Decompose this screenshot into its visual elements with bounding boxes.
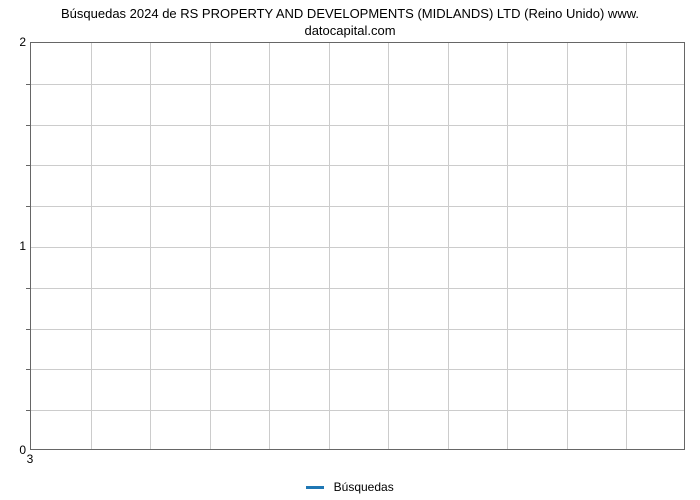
y-tick-label: 0	[19, 443, 26, 457]
grid-line-horizontal	[31, 288, 684, 289]
grid-line-vertical	[388, 43, 389, 449]
y-minor-tick	[26, 288, 31, 289]
grid-line-vertical	[626, 43, 627, 449]
grid-line-vertical	[507, 43, 508, 449]
grid-line-horizontal	[31, 206, 684, 207]
y-tick-label: 2	[19, 35, 26, 49]
legend-label: Búsquedas	[334, 480, 394, 494]
x-tick-label: 3	[27, 452, 34, 466]
plot-area	[30, 42, 685, 450]
y-minor-tick	[26, 206, 31, 207]
y-tick-label: 1	[19, 239, 26, 253]
grid-line-vertical	[567, 43, 568, 449]
grid-line-horizontal	[31, 369, 684, 370]
grid-line-vertical	[150, 43, 151, 449]
grid-line-horizontal	[31, 165, 684, 166]
grid-line-vertical	[91, 43, 92, 449]
grid-line-horizontal	[31, 125, 684, 126]
title-line-2: datocapital.com	[304, 23, 395, 38]
y-minor-tick	[26, 84, 31, 85]
y-minor-tick	[26, 165, 31, 166]
grid-line-horizontal	[31, 329, 684, 330]
grid-line-vertical	[448, 43, 449, 449]
grid-line-vertical	[210, 43, 211, 449]
grid-line-horizontal	[31, 247, 684, 248]
legend-swatch	[306, 486, 324, 489]
chart-container: Búsquedas 2024 de RS PROPERTY AND DEVELO…	[0, 0, 700, 500]
y-minor-tick	[26, 125, 31, 126]
y-minor-tick	[26, 329, 31, 330]
title-line-1: Búsquedas 2024 de RS PROPERTY AND DEVELO…	[61, 6, 639, 21]
chart-title: Búsquedas 2024 de RS PROPERTY AND DEVELO…	[0, 0, 700, 42]
grid-line-horizontal	[31, 84, 684, 85]
grid-line-horizontal	[31, 410, 684, 411]
legend: Búsquedas	[0, 479, 700, 494]
y-minor-tick	[26, 410, 31, 411]
grid-line-vertical	[269, 43, 270, 449]
y-minor-tick	[26, 369, 31, 370]
grid-line-vertical	[329, 43, 330, 449]
